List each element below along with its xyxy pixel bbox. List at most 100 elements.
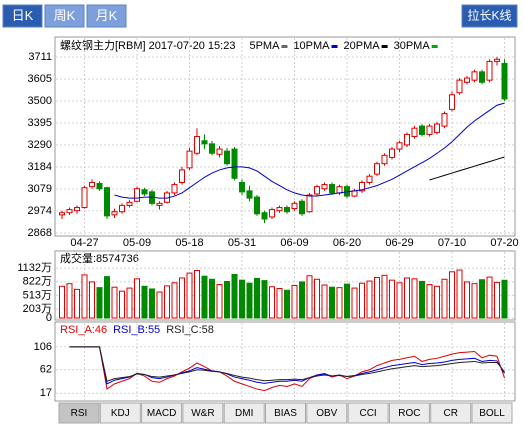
volume-bar	[216, 284, 223, 319]
candle-body	[81, 187, 88, 209]
price-tick-label: 3184	[28, 161, 52, 173]
volume-bar	[479, 279, 485, 319]
price-tick-label: 3290	[28, 139, 52, 151]
rsi-panel	[54, 321, 516, 402]
volume-bar	[246, 282, 253, 319]
candle-body	[426, 125, 433, 135]
volume-bar	[269, 286, 275, 319]
legend-label: 10PMA	[293, 40, 330, 52]
period-tab[interactable]	[44, 4, 85, 28]
indicator-tab-label[interactable]: MACD	[147, 408, 176, 419]
volume-bar	[366, 280, 373, 319]
volume-bar	[164, 285, 170, 319]
candle-body	[366, 175, 373, 183]
volume-bar	[81, 274, 88, 319]
candle-body	[89, 181, 95, 188]
volume-bar	[381, 274, 388, 319]
volume-bar	[156, 291, 163, 319]
candle-body	[276, 207, 283, 212]
candle-body	[231, 148, 238, 179]
volume-tick-label: 203万	[23, 303, 52, 315]
indicator-tab-label[interactable]: ROC	[398, 408, 420, 419]
candle-body	[456, 79, 463, 94]
rsi-line	[69, 346, 505, 382]
indicator-tab[interactable]	[306, 402, 348, 424]
indicator-tab[interactable]	[223, 402, 265, 424]
indicator-tab[interactable]	[430, 402, 472, 424]
candle-body	[141, 189, 148, 195]
volume-bar	[111, 286, 118, 319]
candle-body	[434, 123, 440, 133]
candle-body	[59, 212, 65, 216]
indicator-tab[interactable]	[58, 402, 100, 424]
candle-body	[246, 190, 253, 199]
volume-bar	[344, 283, 350, 319]
indicator-tab[interactable]	[265, 402, 306, 424]
candle-body	[186, 150, 193, 169]
indicator-tab-label[interactable]: CR	[443, 408, 457, 419]
volume-bar	[149, 288, 155, 319]
price-tick-label: 3711	[28, 51, 52, 63]
volume-bar	[329, 286, 335, 319]
volume-bar	[126, 287, 133, 319]
indicator-tab[interactable]	[347, 402, 389, 424]
candle-body	[321, 184, 328, 190]
legend-swatch	[431, 45, 438, 48]
indicator-tab[interactable]	[141, 402, 183, 424]
x-tick-label: 07-20	[490, 237, 518, 249]
indicator-tab-label[interactable]: BIAS	[274, 408, 297, 419]
x-tick-label: 05-31	[228, 237, 256, 249]
indicator-tab-label[interactable]: RSI	[71, 408, 88, 419]
price-tick-label: 3605	[28, 73, 52, 85]
volume-bar	[299, 281, 305, 319]
chart-title: 螺纹钢主力[RBM] 2017-07-20 15:23	[60, 38, 235, 52]
indicator-tab-label[interactable]: OBV	[316, 408, 337, 419]
volume-bar	[419, 280, 425, 319]
candle-body	[74, 207, 80, 212]
indicator-tab-label[interactable]: CCI	[359, 408, 376, 419]
period-tab-label[interactable]: 周K	[54, 8, 76, 23]
candle-body	[171, 184, 178, 194]
price-panel	[54, 36, 516, 237]
stretch-button[interactable]	[461, 4, 518, 28]
volume-bar	[464, 281, 470, 319]
candle-body	[351, 190, 358, 197]
candle-body	[224, 150, 230, 165]
volume-bar	[441, 278, 448, 319]
volume-bar	[276, 288, 283, 319]
legend-label: 5PMA	[249, 40, 280, 52]
period-tab[interactable]	[2, 4, 43, 28]
volume-bar	[359, 282, 365, 319]
volume-bar	[74, 288, 80, 319]
candle-body	[396, 142, 403, 150]
volume-panel	[54, 250, 516, 321]
volume-bar	[426, 284, 433, 319]
candle-body	[201, 140, 208, 145]
legend-label: 30PMA	[394, 40, 431, 52]
price-tick-label: 2974	[28, 205, 52, 217]
volume-bar	[194, 269, 200, 319]
candle-body	[389, 148, 395, 158]
indicator-tab[interactable]	[182, 402, 224, 424]
indicator-tab[interactable]	[471, 402, 513, 424]
price-tick-label: 3500	[28, 95, 52, 107]
indicator-tab[interactable]	[99, 402, 141, 424]
period-tab-label[interactable]: 日K	[12, 8, 34, 23]
rsi-tick-label: 17	[40, 387, 52, 399]
candle-body	[299, 200, 305, 215]
volume-tick-label: 822万	[23, 276, 52, 288]
volume-bar	[59, 285, 65, 319]
indicator-tab-label[interactable]: BOLL	[479, 408, 505, 419]
indicator-tab[interactable]	[388, 402, 430, 424]
indicator-tab-label[interactable]: DMI	[235, 408, 253, 419]
legend-label: RSI_A:46	[60, 324, 107, 336]
volume-bar	[201, 275, 208, 319]
volume-bar	[351, 287, 358, 319]
period-tab-label[interactable]: 月K	[96, 8, 118, 23]
volume-bar	[291, 284, 298, 319]
stretch-button-label[interactable]: 拉长K线	[467, 8, 511, 23]
indicator-tab-label[interactable]: KDJ	[111, 408, 130, 419]
indicator-tab-label[interactable]: W&R	[191, 408, 214, 419]
volume-bar	[389, 279, 395, 319]
period-tab[interactable]	[86, 4, 127, 28]
